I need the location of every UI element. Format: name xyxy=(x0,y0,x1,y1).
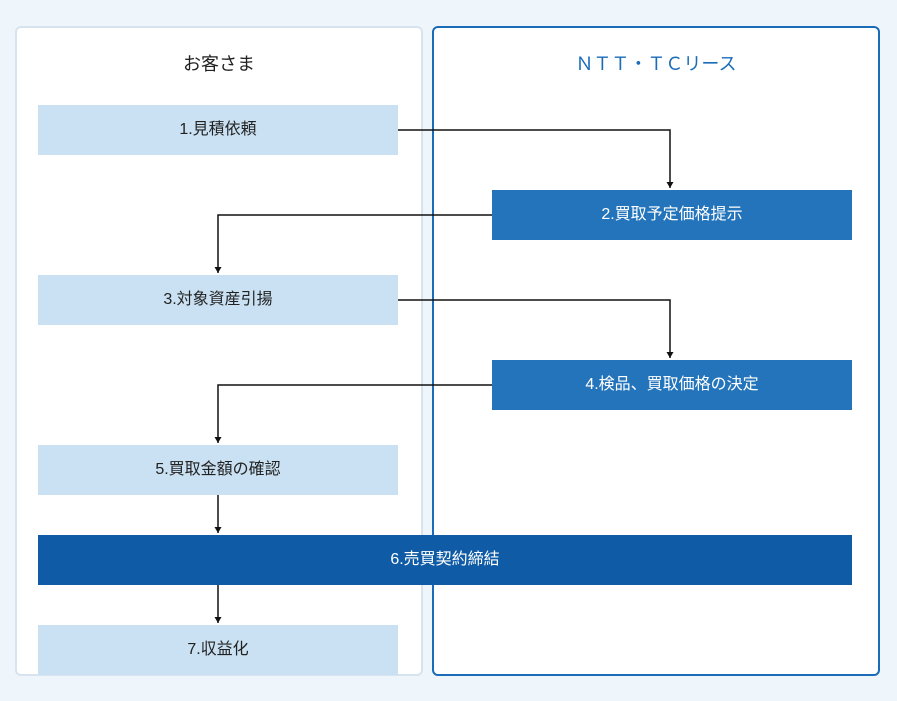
step-s2: 2.買取予定価格提示 xyxy=(492,190,852,240)
step-s5: 5.買取金額の確認 xyxy=(38,445,398,495)
panel-right-title: ＮＴＴ・ＴＣリース xyxy=(434,50,878,76)
panel-left-title: お客さま xyxy=(17,50,421,76)
step-s1: 1.見積依頼 xyxy=(38,105,398,155)
step-s7: 7.収益化 xyxy=(38,625,398,675)
step-s6: 6.売買契約締結 xyxy=(38,535,852,585)
flowchart-canvas: お客さま ＮＴＴ・ＴＣリース 1.見積依頼 2.買取予定価格提示 3.対象資産引揚 4.検… xyxy=(0,0,897,701)
step-s4: 4.検品、買取価格の決定 xyxy=(492,360,852,410)
step-s3: 3.対象資産引揚 xyxy=(38,275,398,325)
